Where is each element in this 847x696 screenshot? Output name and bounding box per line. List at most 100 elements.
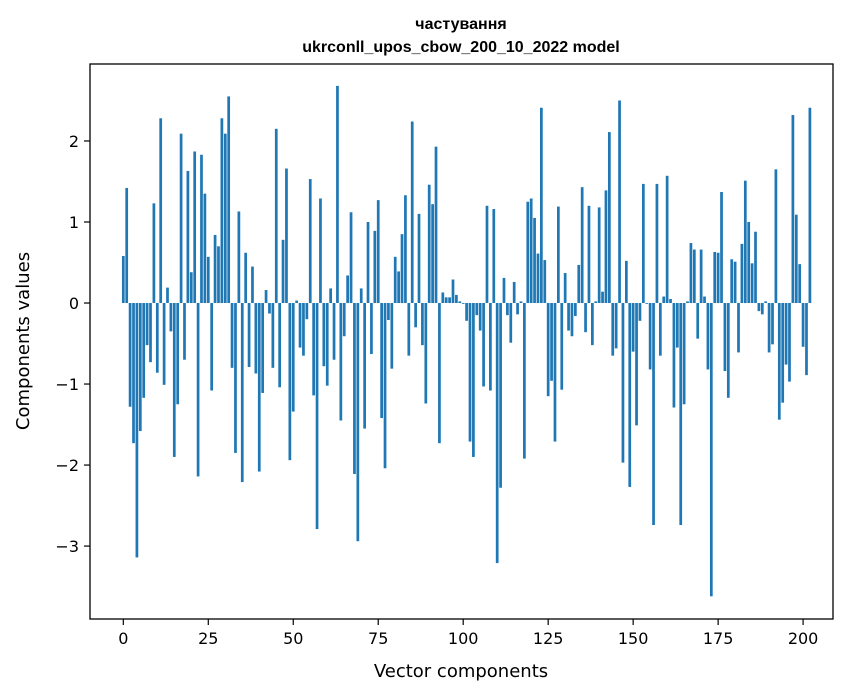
bar bbox=[332, 303, 336, 360]
bar bbox=[268, 303, 271, 314]
bar bbox=[271, 303, 275, 368]
bar bbox=[227, 96, 231, 304]
bar bbox=[645, 303, 649, 304]
bar bbox=[254, 303, 258, 374]
bar bbox=[390, 303, 394, 369]
bar bbox=[794, 214, 798, 304]
bar bbox=[743, 180, 747, 304]
bar bbox=[784, 303, 788, 365]
bar bbox=[217, 246, 220, 304]
bar bbox=[346, 275, 349, 304]
bar bbox=[597, 207, 601, 304]
bar bbox=[577, 264, 581, 304]
bar bbox=[244, 252, 248, 304]
bar bbox=[319, 198, 322, 304]
bar bbox=[393, 256, 397, 304]
x-tick-label: 125 bbox=[533, 629, 564, 648]
bar bbox=[655, 183, 659, 304]
bar bbox=[720, 192, 723, 304]
bars-group bbox=[121, 85, 812, 597]
bar bbox=[451, 279, 455, 304]
bar bbox=[356, 303, 360, 542]
bar bbox=[322, 303, 326, 367]
bar bbox=[574, 303, 577, 316]
bar bbox=[312, 303, 316, 396]
bar bbox=[808, 107, 812, 304]
bar bbox=[774, 169, 778, 304]
bar bbox=[461, 303, 465, 304]
bar bbox=[132, 303, 135, 444]
bar bbox=[533, 217, 536, 304]
bar bbox=[662, 296, 666, 304]
bar bbox=[523, 303, 526, 459]
x-axis: 0 25 50 75 100 125 150 175 200 bbox=[118, 619, 818, 648]
bar bbox=[713, 251, 717, 304]
bar bbox=[631, 303, 635, 352]
bar bbox=[183, 303, 186, 360]
y-tick-label: 0 bbox=[69, 294, 79, 313]
bar bbox=[291, 303, 295, 412]
bar bbox=[302, 303, 305, 356]
bar bbox=[308, 179, 312, 304]
y-tick-label: −2 bbox=[55, 456, 79, 475]
bar bbox=[798, 264, 802, 304]
bar bbox=[767, 303, 771, 353]
bar bbox=[560, 303, 564, 390]
bar bbox=[448, 297, 451, 304]
bar bbox=[557, 206, 560, 304]
bar bbox=[152, 203, 156, 304]
bar bbox=[485, 205, 489, 304]
bar bbox=[342, 303, 346, 337]
bar bbox=[455, 294, 458, 304]
bar bbox=[193, 151, 197, 304]
bar bbox=[478, 303, 482, 331]
bar bbox=[373, 230, 377, 304]
bar bbox=[733, 261, 737, 304]
bar bbox=[264, 290, 268, 304]
bar bbox=[519, 301, 523, 304]
bar bbox=[543, 260, 547, 304]
bar bbox=[587, 205, 591, 304]
bar bbox=[407, 303, 411, 356]
bar bbox=[223, 133, 227, 304]
bar bbox=[512, 281, 516, 304]
bar bbox=[142, 303, 146, 398]
bar bbox=[740, 243, 744, 304]
bar bbox=[427, 184, 431, 304]
bar bbox=[489, 303, 492, 391]
bar bbox=[166, 287, 169, 304]
bar bbox=[370, 303, 373, 355]
bar bbox=[679, 303, 683, 526]
x-tick-label: 100 bbox=[448, 629, 479, 648]
y-tick-label: −3 bbox=[55, 537, 79, 556]
bar bbox=[492, 209, 496, 304]
x-tick-label: 175 bbox=[703, 629, 734, 648]
bar bbox=[604, 190, 608, 304]
bar bbox=[431, 204, 434, 304]
bar bbox=[540, 107, 543, 304]
bar bbox=[692, 249, 696, 304]
bar bbox=[529, 198, 533, 304]
bar bbox=[771, 303, 774, 345]
bar bbox=[675, 303, 679, 348]
bar bbox=[200, 154, 203, 304]
bar bbox=[155, 303, 159, 373]
bar bbox=[669, 298, 672, 304]
bar bbox=[434, 146, 438, 304]
bar bbox=[764, 301, 768, 304]
bar bbox=[580, 187, 584, 304]
bar bbox=[475, 303, 479, 316]
bar bbox=[363, 303, 366, 429]
bar bbox=[305, 303, 309, 320]
bar bbox=[801, 303, 805, 347]
bar bbox=[760, 303, 764, 315]
bar bbox=[210, 303, 214, 391]
bar bbox=[376, 200, 380, 304]
bar bbox=[441, 292, 445, 304]
bar bbox=[686, 301, 689, 304]
bar bbox=[366, 221, 370, 304]
bar bbox=[747, 221, 751, 304]
chart-subtitle: ukrconll_upos_cbow_200_10_2022 model bbox=[302, 39, 619, 56]
bar bbox=[618, 100, 621, 304]
bar bbox=[495, 303, 499, 564]
